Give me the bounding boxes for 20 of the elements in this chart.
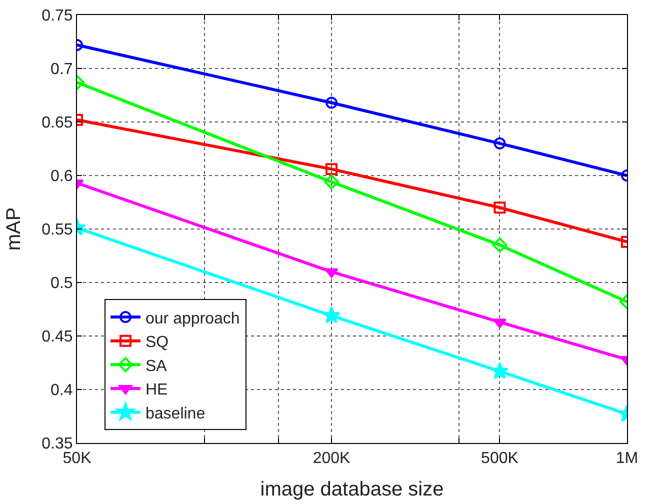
y-tick-label: 0.4 bbox=[50, 382, 73, 400]
y-tick-label: 0.45 bbox=[42, 328, 73, 346]
x-axis-title: image database size bbox=[260, 478, 444, 501]
x-tick-label: 50K bbox=[62, 450, 92, 468]
x-tick-label: 1M bbox=[616, 450, 638, 468]
legend-label: SA bbox=[146, 358, 168, 375]
legend-label: baseline bbox=[146, 406, 206, 422]
y-tick-label: 0.6 bbox=[50, 168, 73, 186]
legend-label: our approach bbox=[146, 310, 240, 328]
y-tick-label: 0.5 bbox=[50, 275, 73, 292]
y-tick-label: 0.35 bbox=[42, 436, 73, 453]
x-tick-label: 200K bbox=[312, 450, 351, 468]
y-axis-title: mAP bbox=[3, 207, 26, 251]
y-tick-label: 0.75 bbox=[42, 8, 73, 25]
y-tick-label: 0.65 bbox=[42, 114, 73, 132]
legend-label: HE bbox=[146, 382, 168, 399]
legend-label: SQ bbox=[146, 334, 169, 352]
y-tick-label: 0.7 bbox=[50, 61, 73, 78]
y-tick-label: 0.55 bbox=[42, 222, 73, 239]
x-tick-label: 500K bbox=[481, 450, 519, 468]
